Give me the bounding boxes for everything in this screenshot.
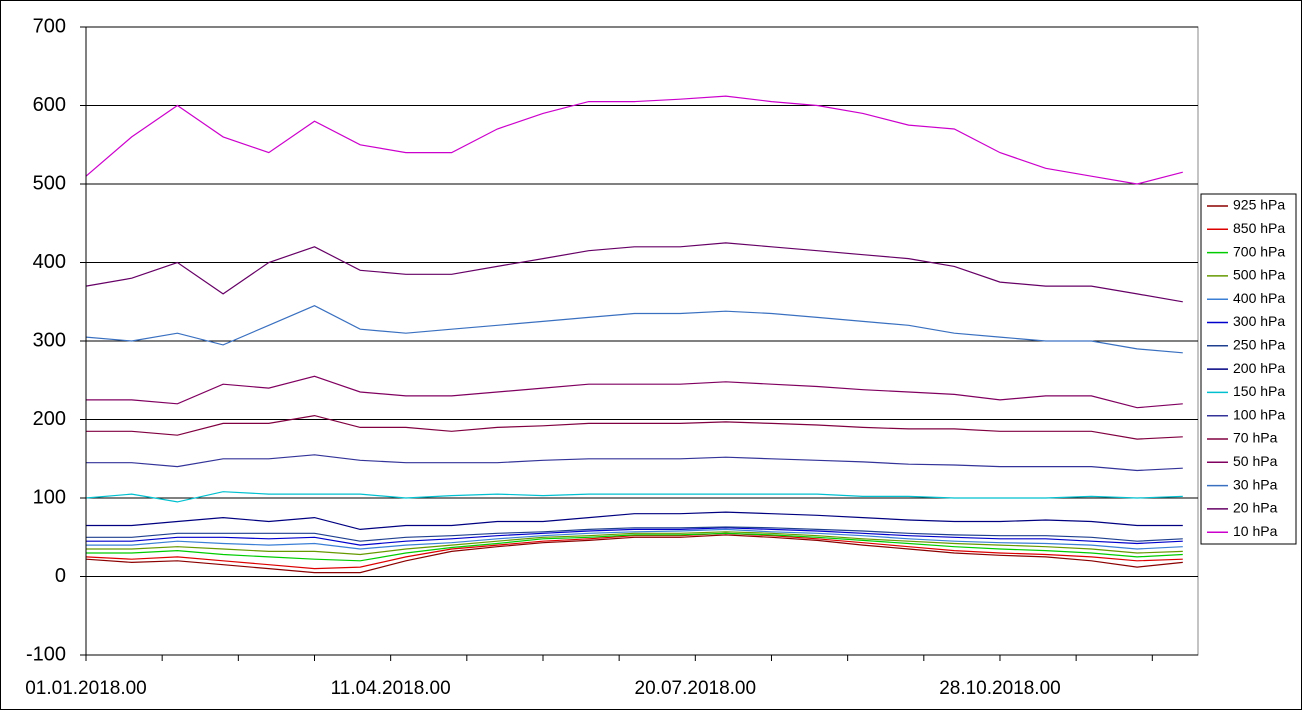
legend-label: 20 hPa [1233,500,1278,516]
series-line [86,511,1183,531]
y-tick-label: -100 [26,643,66,665]
legend-label: 50 hPa [1233,453,1278,469]
series-line [86,414,1183,440]
y-tick-label: 600 [33,94,66,116]
series-group [85,95,1183,574]
series-line [85,532,1183,570]
x-tick-label: 11.04.2018.00 [331,678,451,699]
legend: 925 hPa 850 hPa 700 hPa 500 hPa 400 hPa 300 h… [1200,193,1297,545]
x-tick-label: 28.10.2018.00 [939,678,1061,699]
x-tick-label: 01.01.2018.00 [25,678,147,699]
series-line [86,531,1183,556]
y-tick-label: 700 [33,15,66,37]
series-line [85,534,1183,574]
y-tick-label: 0 [55,565,66,587]
series-line [86,526,1183,542]
legend-label: 30 hPa [1233,476,1278,492]
legend-label: 500 hPa [1233,267,1285,283]
y-tick-label: 500 [33,172,66,194]
series-line [86,528,1183,550]
legend-label: 100 hPa [1233,406,1285,422]
legend-label: 300 hPa [1233,313,1285,329]
legend-label: 400 hPa [1233,290,1285,306]
series-line [86,532,1183,562]
series-line [85,95,1183,185]
series-line [85,491,1183,503]
legend-label: 150 hPa [1233,383,1285,399]
legend-label: 850 hPa [1233,220,1285,236]
legend-label: 10 hPa [1233,523,1278,539]
y-tick-label: 100 [33,486,66,508]
series-line [85,242,1183,303]
y-tick-label: 200 [33,408,66,430]
legend-label: 200 hPa [1233,360,1285,376]
series-line [86,454,1183,472]
legend-label: 250 hPa [1233,337,1285,353]
legend-label: 925 hPa [1233,197,1285,213]
x-tick-label: 20.07.2018.00 [635,678,757,699]
legend-label: 700 hPa [1233,243,1285,259]
series-line [86,375,1183,409]
axes: -100 0 100 200 300 400 500 600 700 01.01.2018.00 1… [25,15,1198,699]
y-tick-label: 400 [33,251,66,273]
grid [86,26,1198,656]
series-line [86,527,1183,546]
series-line [85,305,1183,354]
y-tick-label: 300 [33,329,66,351]
legend-label: 70 hPa [1233,430,1278,446]
